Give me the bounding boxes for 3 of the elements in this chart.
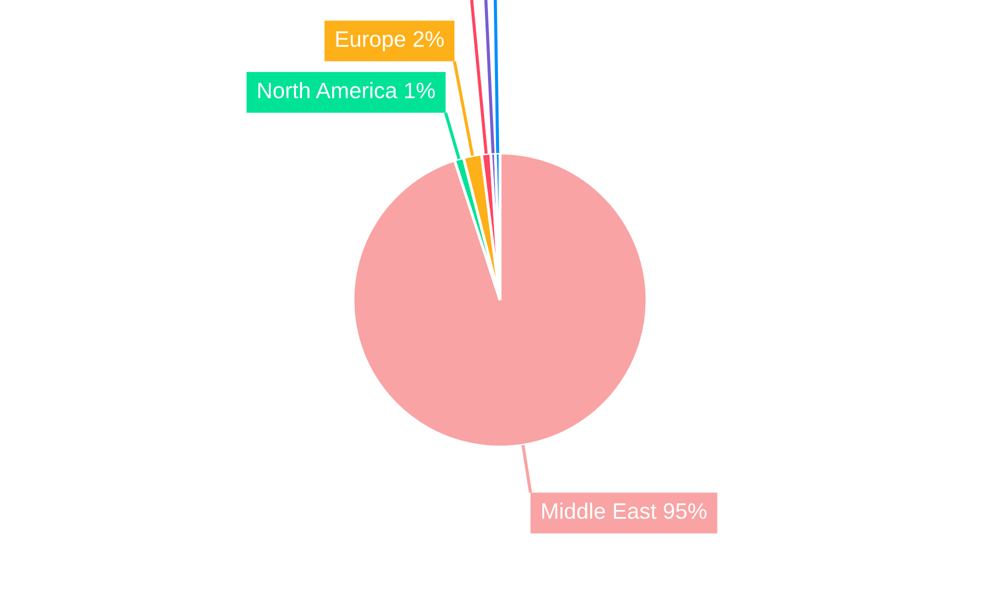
slice-label: North America 1% (258, 82, 435, 98)
slice-label: Middle East 95% (542, 502, 706, 519)
slice-label: Europe 2% (336, 31, 444, 52)
